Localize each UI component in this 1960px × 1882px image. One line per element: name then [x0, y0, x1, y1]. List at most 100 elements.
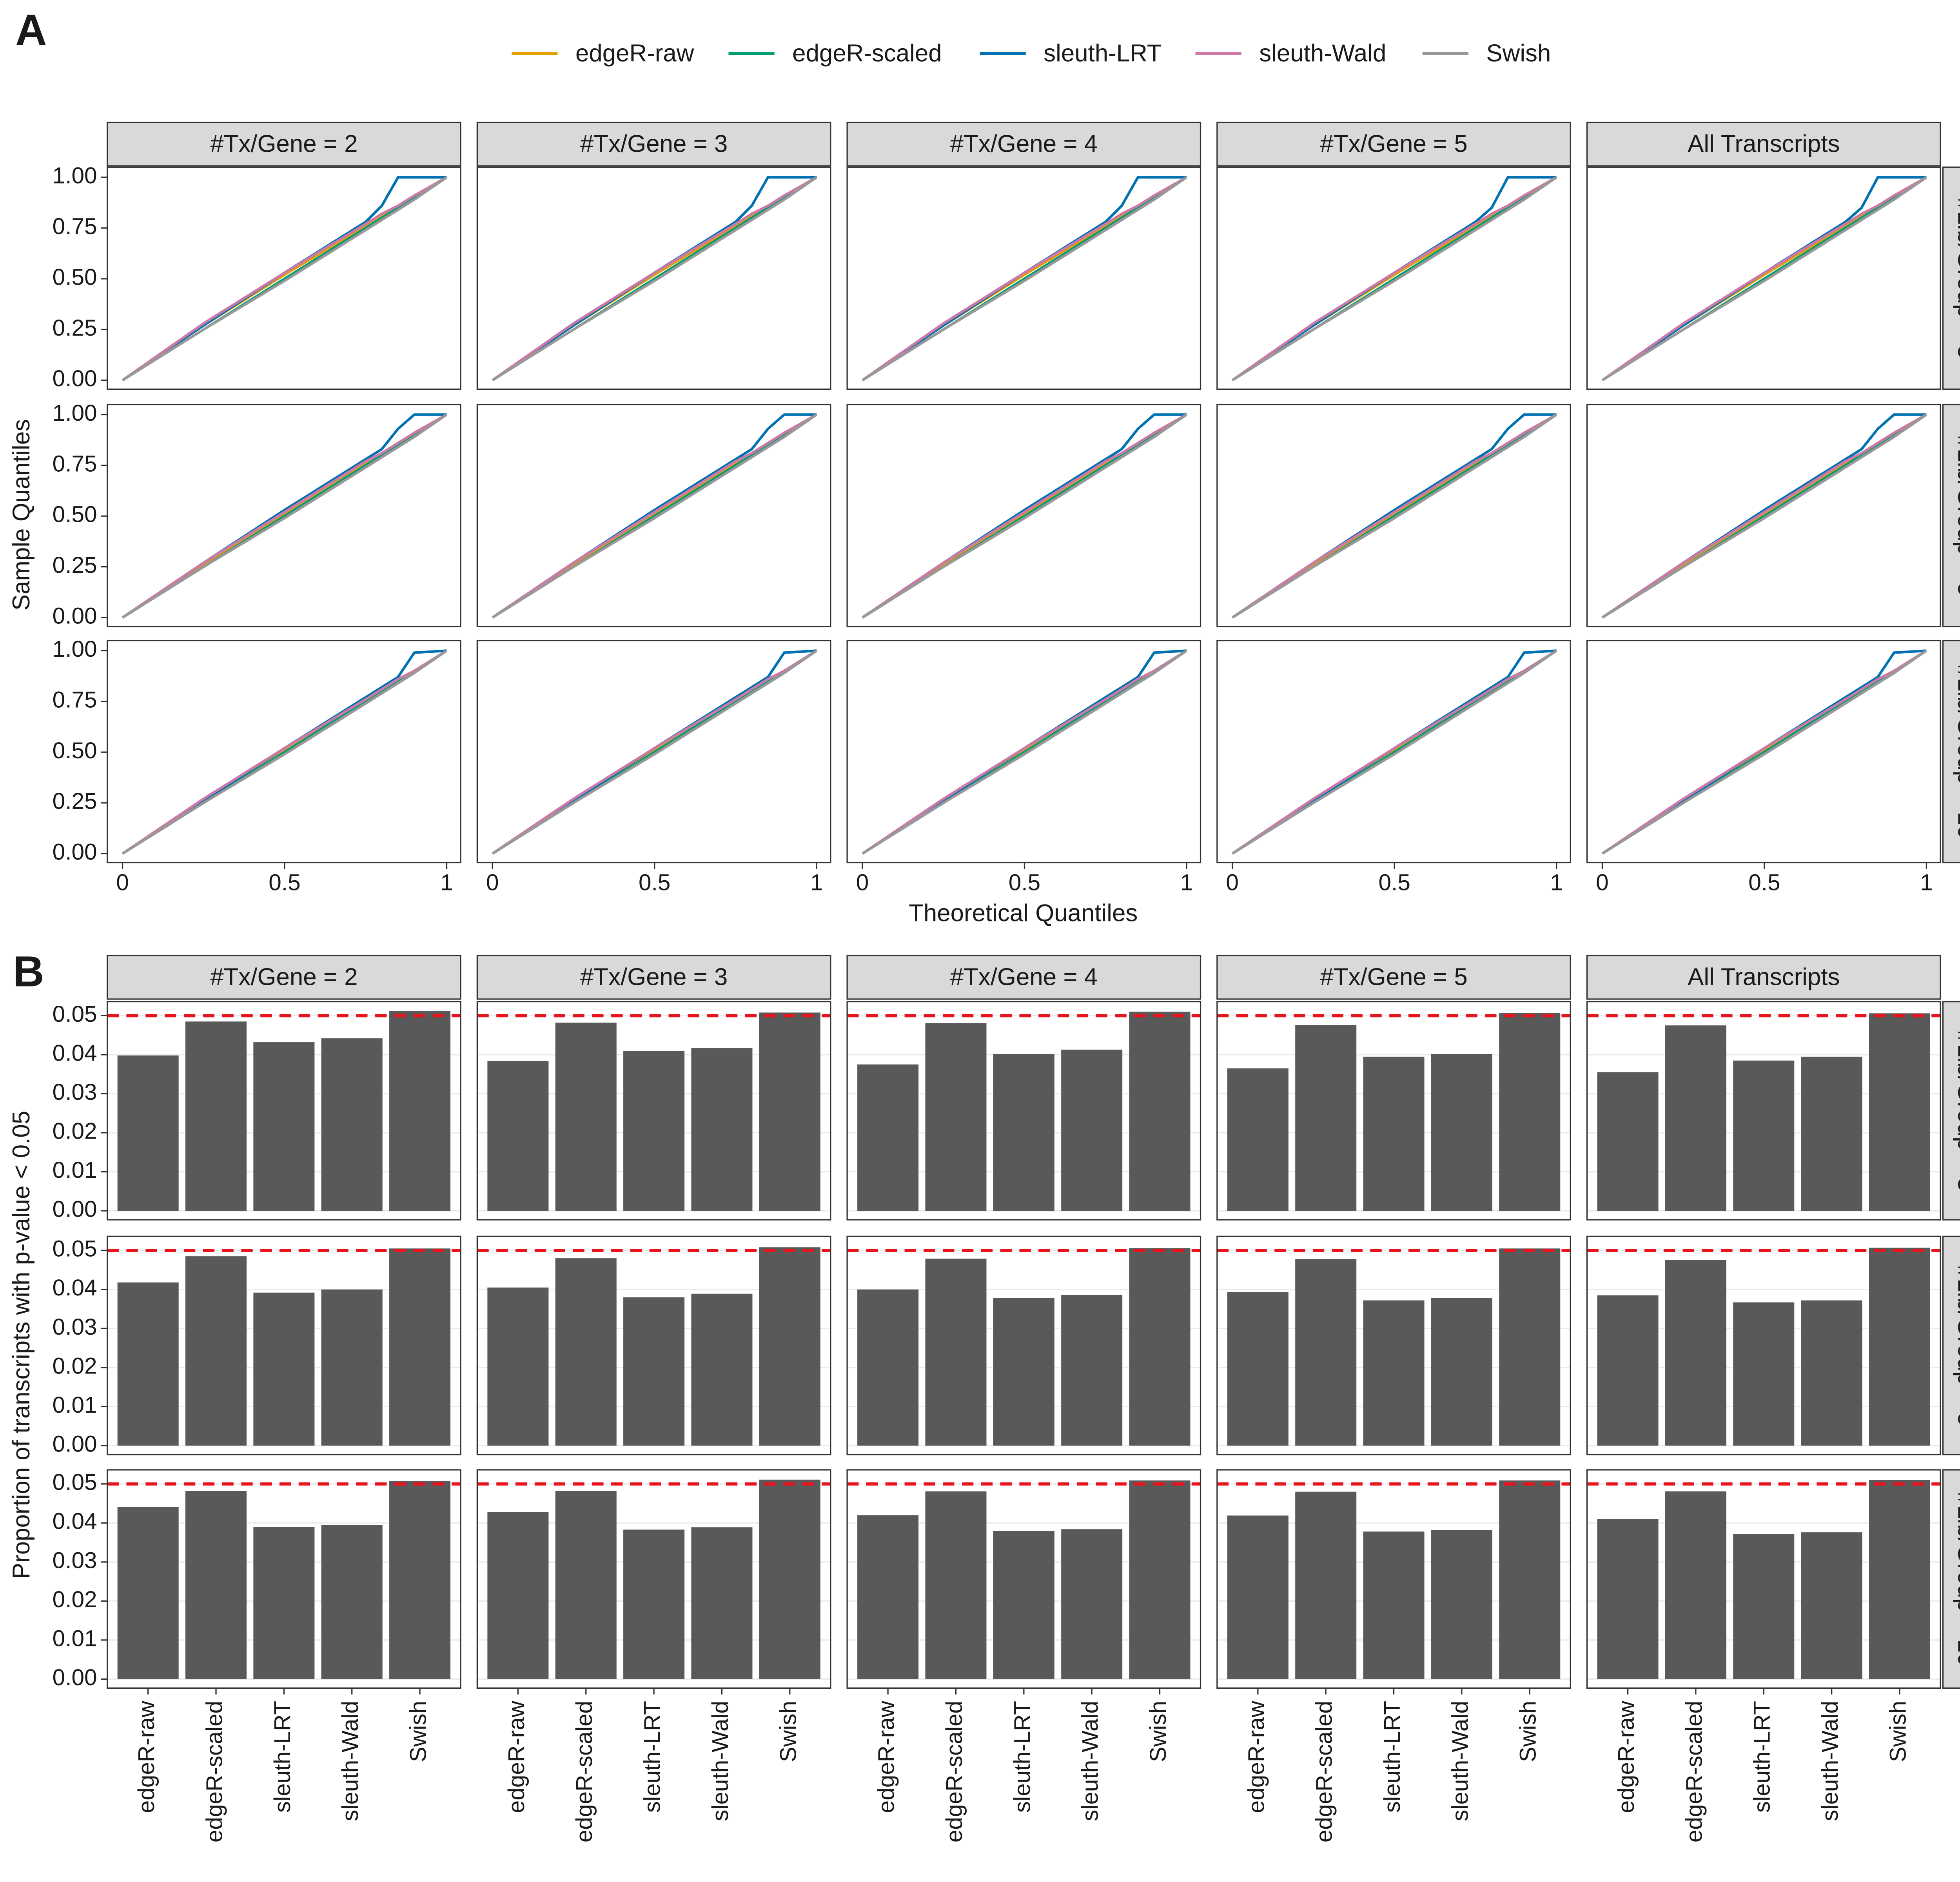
- facet-label: #Tx/Gene = 4: [950, 963, 1098, 990]
- bar: [1597, 1072, 1659, 1211]
- bar: [691, 1293, 753, 1446]
- x-tick-label: 0.5: [639, 870, 670, 896]
- y-tick-label: 0.50: [53, 264, 97, 290]
- bar: [1733, 1534, 1795, 1679]
- x-axis-title: Theoretical Quantiles: [909, 900, 1138, 927]
- bar: [623, 1051, 685, 1211]
- bar: [1129, 1012, 1191, 1211]
- x-tick-label: sleuth-LRT: [640, 1701, 665, 1813]
- bar: [1061, 1295, 1123, 1446]
- bar: [1665, 1260, 1726, 1446]
- x-tick-label: sleuth-Wald: [1447, 1701, 1473, 1821]
- panel-border: [476, 403, 831, 627]
- panel-border: [846, 1235, 1201, 1455]
- bar: [487, 1287, 549, 1446]
- x-tick-label: 1: [1180, 870, 1193, 896]
- qq-line: [122, 649, 448, 855]
- bar: [759, 1479, 820, 1679]
- panel-border: [107, 1469, 461, 1689]
- panel-border: [846, 166, 1201, 390]
- panel-border: [476, 640, 831, 863]
- x-tick-label: sleuth-LRT: [1379, 1701, 1405, 1813]
- qq-line: [1601, 649, 1927, 855]
- bar: [1733, 1302, 1795, 1446]
- bar: [857, 1289, 919, 1446]
- qq-line: [122, 176, 447, 381]
- bar: [1363, 1531, 1425, 1679]
- bar: [1431, 1054, 1492, 1211]
- bar: [555, 1258, 617, 1446]
- facet-strip: [1586, 955, 1941, 1000]
- facet-strip: [107, 122, 461, 167]
- x-tick-label: edgeR-raw: [874, 1700, 899, 1813]
- bar: [389, 1011, 451, 1211]
- bar: [117, 1282, 179, 1446]
- panel-border: [476, 1469, 831, 1689]
- facet-label: #Tx/Gene = 3: [580, 963, 728, 990]
- panel-border: [107, 1001, 461, 1221]
- bar: [1129, 1480, 1191, 1679]
- facet-strip: [1942, 166, 1960, 390]
- y-tick-label: 0.00: [53, 839, 97, 865]
- bar: [253, 1042, 315, 1211]
- bar: [925, 1259, 987, 1446]
- y-tick-label: 0.25: [53, 552, 97, 578]
- bar: [253, 1527, 315, 1679]
- bar: [1801, 1532, 1862, 1679]
- x-tick-label: 1: [810, 870, 823, 896]
- bar: [759, 1247, 820, 1446]
- panel-border: [1216, 1235, 1571, 1455]
- y-tick-label: 0.04: [53, 1509, 97, 1534]
- facet-label: #Lib/Group = 10: [1953, 1492, 1960, 1666]
- panel-label: A: [15, 6, 47, 54]
- facet-strip: [1942, 1001, 1960, 1221]
- y-tick-label: 0.04: [53, 1040, 97, 1066]
- facet-strip: [1942, 1469, 1960, 1689]
- facet-label: All Transcripts: [1688, 130, 1840, 157]
- x-tick-label: Swish: [775, 1701, 801, 1762]
- y-tick-label: 0.03: [53, 1314, 97, 1340]
- qq-line: [492, 176, 817, 381]
- bar: [1499, 1013, 1561, 1211]
- qq-line: [1601, 413, 1927, 619]
- qq-line: [122, 649, 447, 855]
- bar: [1597, 1519, 1659, 1679]
- y-tick-label: 1.00: [53, 163, 97, 189]
- bar: [321, 1289, 383, 1446]
- facet-strip: [476, 955, 831, 1000]
- bar: [389, 1248, 451, 1446]
- bar: [185, 1021, 247, 1211]
- qq-line: [1601, 176, 1927, 381]
- qq-line: [1601, 176, 1927, 381]
- bar: [185, 1256, 247, 1446]
- y-tick-label: 0.05: [53, 1236, 97, 1262]
- facet-strip: [476, 122, 831, 167]
- facet-label: #Lib/Group = 5: [1953, 1265, 1960, 1426]
- x-tick-label: sleuth-Wald: [1817, 1701, 1843, 1821]
- facet-strip: [1942, 640, 1960, 863]
- y-tick-label: 0.75: [53, 451, 97, 476]
- facet-strip: [1942, 1235, 1960, 1455]
- qq-line: [492, 176, 818, 381]
- qq-line: [1231, 649, 1557, 855]
- qq-line: [1231, 413, 1557, 619]
- x-tick-label: sleuth-Wald: [1078, 1701, 1103, 1821]
- x-tick-label: sleuth-Wald: [338, 1701, 363, 1821]
- bar: [1801, 1056, 1862, 1211]
- bar: [1869, 1480, 1930, 1679]
- x-tick-label: Swish: [1885, 1701, 1911, 1762]
- x-tick-label: 0: [116, 870, 129, 896]
- y-tick-label: 0.50: [53, 502, 97, 527]
- qq-line: [122, 649, 448, 855]
- y-tick-label: 0.75: [53, 687, 97, 712]
- y-tick-label: 0.03: [53, 1548, 97, 1573]
- bar: [925, 1023, 987, 1211]
- x-tick-label: edgeR-raw: [134, 1700, 159, 1813]
- legend-label: Swish: [1486, 40, 1551, 67]
- bar: [487, 1512, 549, 1679]
- y-tick-label: 0.05: [53, 1470, 97, 1495]
- y-tick-label: 0.00: [53, 1665, 97, 1690]
- bar: [117, 1055, 179, 1211]
- x-tick-label: 0: [486, 870, 499, 896]
